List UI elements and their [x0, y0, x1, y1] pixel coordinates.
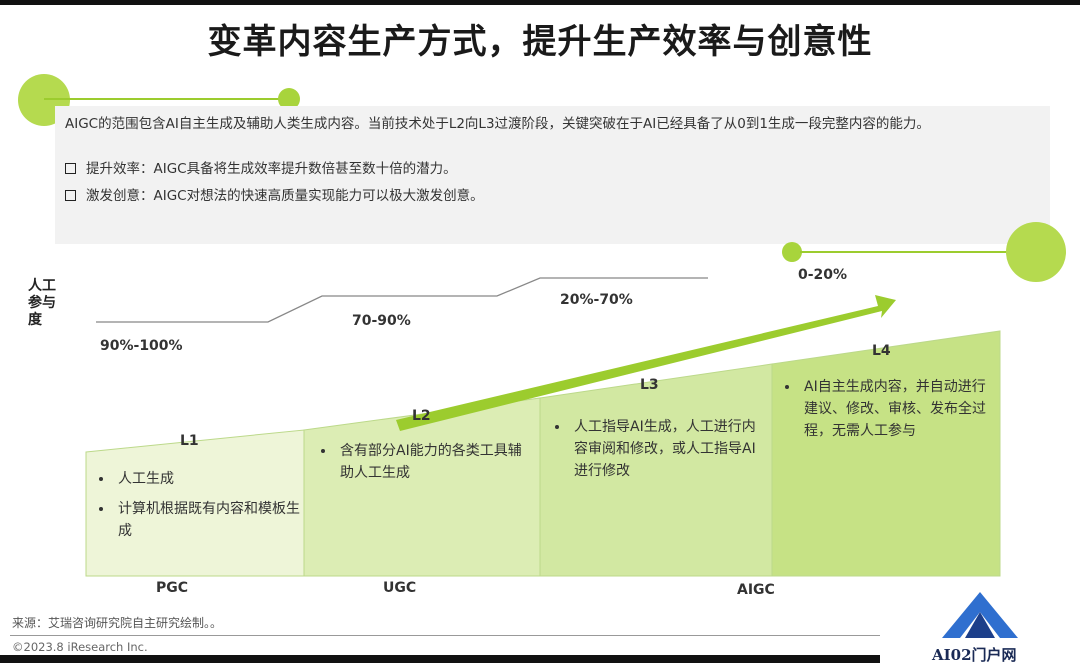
- level-label-l3: L3: [640, 377, 659, 393]
- participation-l4: 0-20%: [798, 267, 848, 283]
- bottom-bar: [0, 655, 880, 663]
- summary-intro: AIGC的范围包含AI自主生成及辅助人类生成内容。当前技术处于L2向L3过渡阶段…: [65, 116, 930, 132]
- level-desc-l4: AI自主生成内容，并自动进行建议、修改、审核、发布全过程，无需人工参与: [782, 376, 998, 450]
- watermark-text: AI02门户网: [932, 646, 1017, 664]
- page-title: 变革内容生产方式，提升生产效率与创意性: [207, 22, 873, 62]
- category-aigc: AIGC: [737, 582, 775, 598]
- level-desc-l3: 人工指导AI生成，人工进行内容审阅和修改，或人工指导AI进行修改: [552, 416, 762, 490]
- level-label-l2: L2: [412, 408, 431, 424]
- decor-circle-large-right: [1006, 222, 1066, 282]
- watermark-logo-icon: [942, 592, 1018, 638]
- level-block-l4: [771, 330, 1001, 577]
- ai-capability-arrow: [396, 295, 896, 431]
- list-item: 人工指导AI生成，人工进行内容审阅和修改，或人工指导AI进行修改: [570, 416, 762, 482]
- decor-circle-small-left: [278, 88, 300, 110]
- participation-l1: 90%-100%: [100, 338, 183, 354]
- category-pgc: PGC: [156, 580, 189, 596]
- level-label-l1: L1: [180, 433, 199, 449]
- participation-step-line: [96, 277, 708, 323]
- decor-circle-small-right: [782, 242, 802, 262]
- summary-bullet-efficiency: 提升效率：AIGC具备将生成效率提升数倍甚至数十倍的潜力。: [65, 157, 457, 177]
- source-note: 来源：艾瑞咨询研究院自主研究绘制。。: [12, 616, 223, 630]
- list-item: 计算机根据既有内容和模板生成: [114, 498, 306, 542]
- footer-divider: [10, 635, 880, 636]
- list-item: 人工生成: [114, 468, 306, 490]
- level-desc-l2: 含有部分AI能力的各类工具辅助人工生成: [318, 440, 530, 492]
- level-label-l4: L4: [872, 343, 891, 359]
- y-axis-label: 人工参与度: [28, 278, 56, 328]
- participation-l3: 20%-70%: [560, 292, 633, 308]
- decor-line-right: [800, 251, 1030, 253]
- participation-l2: 70-90%: [352, 313, 411, 329]
- checkbox-square-icon: [65, 190, 76, 201]
- summary-box: [55, 106, 1050, 244]
- decor-line-left: [44, 98, 284, 100]
- list-item: 含有部分AI能力的各类工具辅助人工生成: [336, 440, 530, 484]
- checkbox-square-icon: [65, 163, 76, 174]
- list-item: AI自主生成内容，并自动进行建议、修改、审核、发布全过程，无需人工参与: [800, 376, 998, 442]
- summary-bullet-creativity: 激发创意：AIGC对想法的快速高质量实现能力可以极大激发创意。: [65, 184, 484, 204]
- copyright: ©2023.8 iResearch Inc.: [12, 640, 148, 654]
- level-desc-l1: 人工生成 计算机根据既有内容和模板生成: [96, 468, 306, 550]
- top-bar: [0, 0, 1080, 5]
- category-ugc: UGC: [383, 580, 417, 596]
